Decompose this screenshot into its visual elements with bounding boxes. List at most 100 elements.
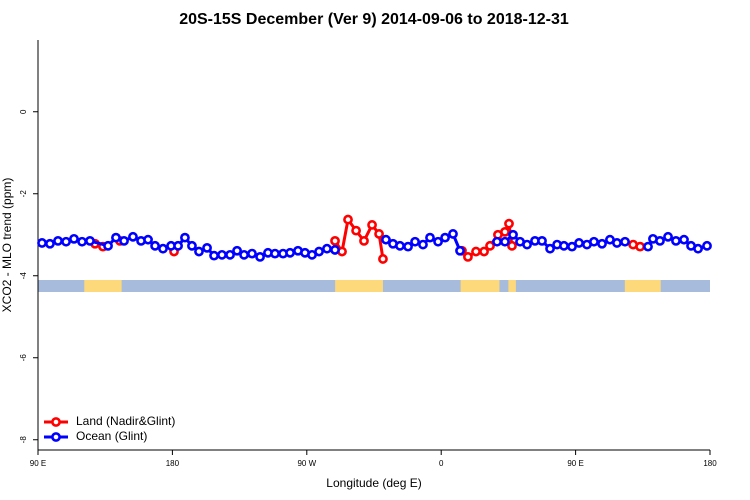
- data-point: [500, 236, 510, 247]
- data-point: [679, 234, 689, 245]
- data-point: [455, 245, 465, 256]
- data-point: [270, 248, 280, 259]
- data-point: [655, 235, 665, 246]
- y-tick-label: -8: [19, 436, 28, 444]
- data-point: [330, 245, 340, 255]
- data-point: [37, 238, 47, 248]
- data-point: [53, 235, 63, 246]
- y-axis-label: XCO2 - MLO trend (ppm): [0, 178, 14, 313]
- x-tick-label: 0: [439, 459, 444, 468]
- data-point: [343, 214, 353, 225]
- data-point: [663, 231, 673, 242]
- data-point: [351, 225, 361, 236]
- data-point: [314, 246, 324, 257]
- x-tick-label: 180: [166, 459, 180, 468]
- data-point: [143, 234, 153, 245]
- chart-title: 20S-15S December (Ver 9) 2014-09-06 to 2…: [179, 11, 569, 28]
- data-point: [479, 246, 489, 257]
- data-point: [209, 250, 219, 261]
- y-tick-label: -2: [19, 190, 28, 198]
- data-point: [537, 235, 547, 246]
- data-point: [330, 235, 340, 246]
- land-strip: [84, 280, 122, 292]
- data-point: [374, 229, 384, 239]
- data-point: [504, 218, 514, 229]
- data-point: [448, 229, 458, 239]
- data-point: [194, 246, 204, 257]
- data-point: [440, 232, 450, 243]
- data-point: [567, 241, 577, 252]
- data-point: [522, 239, 532, 250]
- data-point: [119, 235, 129, 246]
- data-point: [545, 243, 555, 254]
- data-point: [128, 231, 138, 242]
- y-tick-label: -4: [19, 272, 28, 280]
- land-strip: [508, 280, 516, 292]
- y-tick-label: -6: [19, 354, 28, 362]
- x-axis-label: Longitude (deg E): [326, 476, 421, 490]
- data-point: [500, 226, 510, 237]
- data-point: [410, 236, 420, 247]
- data-point: [359, 235, 369, 246]
- data-point: [225, 249, 235, 260]
- data-point: [597, 238, 607, 249]
- data-point: [285, 247, 295, 258]
- data-point: [217, 249, 227, 260]
- data-point: [255, 251, 265, 262]
- data-point: [45, 238, 55, 249]
- data-point: [395, 240, 405, 251]
- data-point: [85, 235, 95, 246]
- data-point: [378, 254, 388, 264]
- data-point: [367, 220, 377, 230]
- data-point: [485, 240, 495, 251]
- data-point: [202, 242, 212, 253]
- legend-label: Ocean (Glint): [76, 429, 147, 443]
- data-point: [173, 240, 183, 251]
- data-point: [322, 243, 332, 254]
- land-strip: [460, 280, 500, 292]
- land-strip: [335, 280, 383, 292]
- data-point: [507, 240, 517, 251]
- data-point: [702, 240, 712, 251]
- land-strip: [624, 280, 661, 292]
- data-point: [433, 236, 443, 247]
- data-point: [643, 241, 653, 252]
- data-point: [463, 251, 473, 262]
- data-point: [187, 240, 197, 251]
- data-point: [239, 249, 249, 260]
- data-point: [69, 233, 79, 244]
- data-point: [158, 243, 168, 254]
- data-point: [693, 243, 703, 254]
- y-tick-label: 0: [19, 109, 28, 114]
- data-point: [247, 248, 257, 259]
- legend-marker: [51, 432, 61, 442]
- x-tick-label: 90 E: [567, 459, 583, 468]
- data-point: [418, 239, 428, 250]
- data-point: [635, 241, 646, 252]
- data-point: [180, 232, 190, 243]
- data-point: [381, 234, 391, 245]
- data-point: [671, 235, 681, 246]
- data-point: [111, 232, 121, 243]
- legend-marker: [51, 417, 61, 427]
- data-point: [589, 236, 599, 247]
- data-point: [150, 240, 160, 251]
- data-point: [103, 240, 113, 251]
- data-point: [403, 241, 413, 252]
- data-point: [471, 246, 481, 257]
- data-point: [620, 236, 630, 247]
- data-point: [508, 229, 518, 240]
- x-tick-label: 90 W: [297, 459, 316, 468]
- data-point: [61, 236, 71, 247]
- x-tick-label: 180: [703, 459, 717, 468]
- data-point: [232, 245, 242, 256]
- data-point: [574, 238, 584, 248]
- x-tick-label: 90 E: [30, 459, 46, 468]
- data-point: [612, 238, 622, 248]
- legend-label: Land (Nadir&Glint): [76, 414, 175, 428]
- data-point: [77, 236, 87, 247]
- data-point: [492, 236, 502, 247]
- data-point: [425, 232, 435, 243]
- data-point: [559, 240, 569, 251]
